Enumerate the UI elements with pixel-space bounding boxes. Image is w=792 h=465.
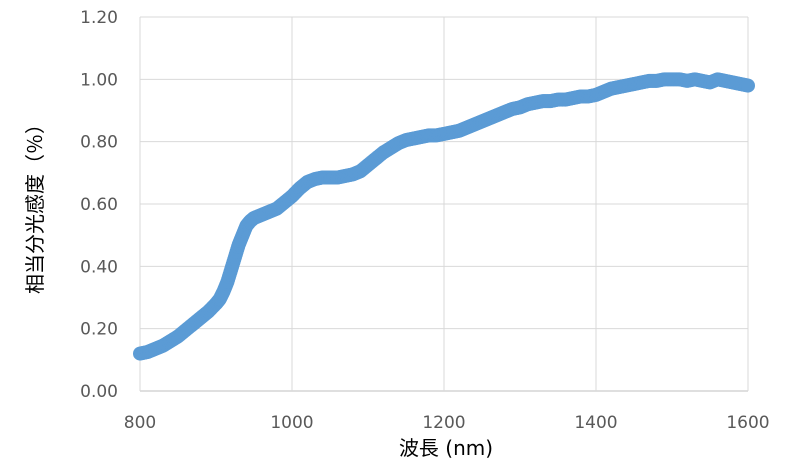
y-tick-label: 0.20	[80, 320, 118, 340]
y-tick-label: 0.80	[80, 133, 118, 153]
x-axis-title: 波長 (nm)	[399, 436, 493, 460]
y-tick-label: 1.00	[80, 70, 118, 90]
data-point	[741, 78, 755, 93]
y-axis-title: 相当分光感度（％）	[23, 114, 47, 294]
x-axis-ticks: 800 1000 1200 1400 1600	[124, 413, 770, 433]
x-tick-label: 1000	[270, 413, 313, 433]
y-axis-ticks: 0.00 0.20 0.40 0.60 0.80 1.00 1.20	[80, 8, 118, 402]
data-series	[133, 72, 755, 361]
y-tick-label: 0.00	[80, 382, 118, 402]
y-tick-label: 0.40	[80, 257, 118, 277]
x-tick-label: 800	[124, 413, 156, 433]
gridlines	[139, 16, 749, 392]
y-tick-label: 1.20	[80, 8, 118, 28]
x-tick-label: 1200	[422, 413, 465, 433]
x-tick-label: 1400	[574, 413, 617, 433]
x-tick-label: 1600	[726, 413, 769, 433]
y-tick-label: 0.60	[80, 195, 118, 215]
